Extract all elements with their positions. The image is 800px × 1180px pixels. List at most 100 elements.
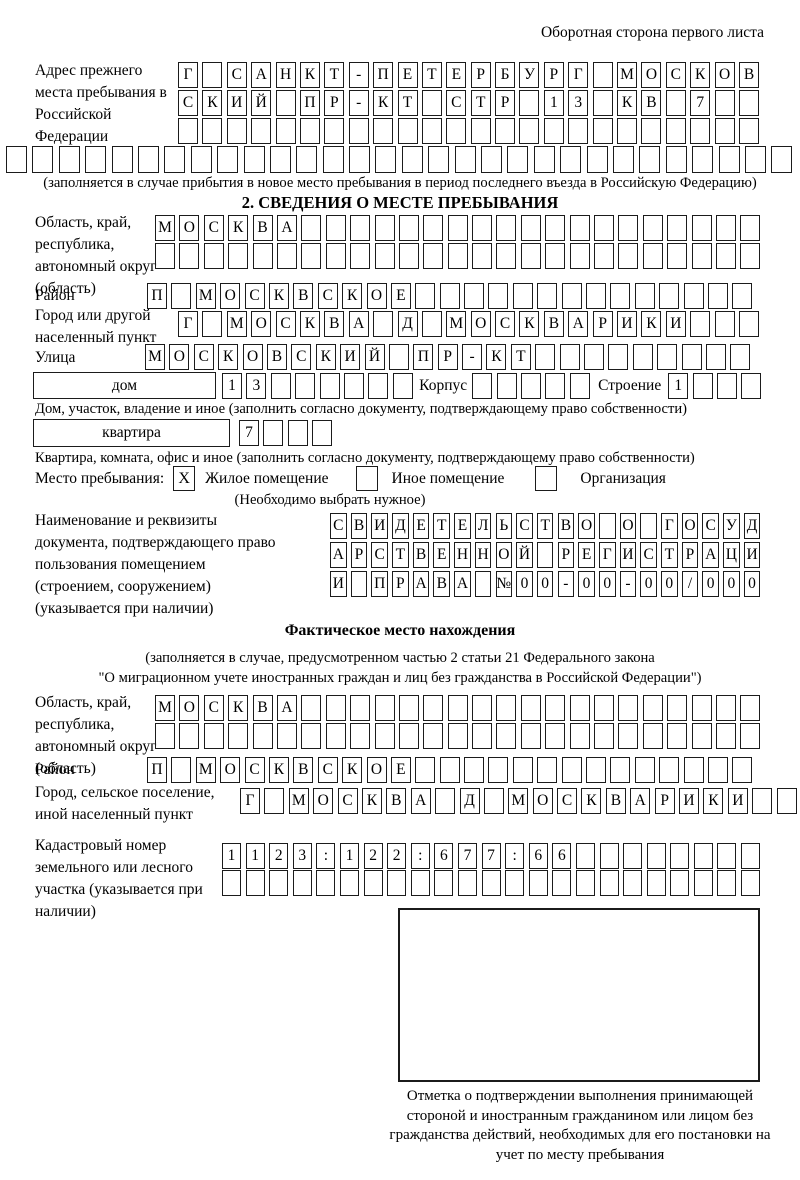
cell[interactable]	[363, 870, 383, 896]
cell[interactable]: П	[147, 283, 167, 309]
cell[interactable]: С	[275, 311, 296, 337]
cell[interactable]	[464, 757, 485, 783]
cell[interactable]	[423, 243, 444, 269]
cell[interactable]: М	[508, 788, 529, 814]
cell[interactable]	[569, 215, 590, 241]
cell[interactable]	[741, 870, 761, 896]
cell[interactable]	[683, 757, 704, 783]
cell[interactable]: С	[244, 757, 265, 783]
cell[interactable]: В	[386, 788, 407, 814]
cell[interactable]: П	[373, 62, 394, 88]
cell[interactable]: С	[446, 90, 467, 116]
cell[interactable]: Р	[543, 62, 564, 88]
cell[interactable]	[717, 372, 737, 399]
cell[interactable]	[632, 344, 653, 370]
cell[interactable]	[292, 870, 312, 896]
cell[interactable]: П	[413, 344, 434, 370]
cell[interactable]: М	[195, 757, 216, 783]
cell[interactable]: Е	[390, 283, 411, 309]
cell[interactable]: К	[218, 344, 239, 370]
oblast-row-2[interactable]	[155, 243, 765, 269]
cell[interactable]: С	[640, 542, 657, 568]
cell[interactable]	[349, 146, 371, 173]
cell[interactable]	[423, 695, 444, 721]
cell[interactable]	[681, 344, 702, 370]
cell[interactable]: В	[324, 311, 345, 337]
cell[interactable]	[670, 843, 690, 869]
cell[interactable]: :	[505, 843, 525, 869]
cell[interactable]: 1	[245, 843, 265, 869]
cell[interactable]: И	[665, 311, 686, 337]
cell[interactable]: Ь	[495, 513, 513, 539]
cell[interactable]	[707, 283, 728, 309]
cell[interactable]	[269, 870, 289, 896]
cell[interactable]: И	[617, 311, 638, 337]
cell[interactable]: В	[433, 571, 451, 597]
cell[interactable]	[623, 870, 643, 896]
cell[interactable]: 0	[702, 571, 719, 597]
cell[interactable]: 7	[690, 90, 711, 116]
cell[interactable]	[545, 243, 566, 269]
cell[interactable]: Г	[178, 62, 198, 88]
cell[interactable]: Г	[568, 62, 589, 88]
cell[interactable]	[295, 372, 316, 399]
cell[interactable]	[350, 723, 371, 749]
cell[interactable]	[243, 146, 265, 173]
cell[interactable]	[190, 146, 212, 173]
cell[interactable]: Р	[654, 788, 675, 814]
cell[interactable]	[512, 283, 533, 309]
cell[interactable]	[717, 870, 737, 896]
cell[interactable]	[226, 118, 247, 144]
cell[interactable]	[519, 90, 540, 116]
cell[interactable]	[670, 870, 690, 896]
cell[interactable]	[350, 571, 368, 597]
cell[interactable]	[58, 146, 80, 173]
cell[interactable]	[612, 146, 634, 173]
cell[interactable]	[435, 788, 456, 814]
cell[interactable]: И	[330, 571, 347, 597]
cell[interactable]	[434, 870, 454, 896]
cell[interactable]	[410, 870, 430, 896]
prev-address-row-3[interactable]	[178, 118, 763, 144]
cell[interactable]	[569, 695, 590, 721]
cell[interactable]	[693, 843, 713, 869]
cell[interactable]: С	[557, 788, 578, 814]
cell[interactable]: Р	[324, 90, 345, 116]
cell[interactable]: И	[226, 90, 247, 116]
cell[interactable]	[325, 695, 346, 721]
cell[interactable]: И	[727, 788, 748, 814]
cell[interactable]: Е	[433, 542, 451, 568]
cell[interactable]: 3	[246, 372, 267, 399]
cell[interactable]: К	[617, 90, 638, 116]
cell[interactable]	[374, 695, 395, 721]
cell[interactable]: Т	[433, 513, 451, 539]
cell[interactable]: Р	[350, 542, 368, 568]
cell[interactable]: С	[371, 542, 388, 568]
cell[interactable]: 1	[222, 372, 242, 399]
cell[interactable]: А	[276, 695, 297, 721]
cell[interactable]	[415, 283, 436, 309]
stroenie-cells[interactable]: 1	[668, 372, 766, 399]
cell[interactable]	[299, 118, 320, 144]
cell[interactable]	[659, 757, 680, 783]
cell[interactable]	[276, 723, 297, 749]
cell[interactable]	[776, 788, 797, 814]
cell[interactable]	[665, 118, 686, 144]
cell[interactable]	[690, 311, 711, 337]
cell[interactable]: Г	[240, 788, 260, 814]
cell[interactable]: Ц	[723, 542, 740, 568]
cell[interactable]	[339, 870, 359, 896]
cell[interactable]	[270, 372, 291, 399]
cell[interactable]: С	[495, 311, 516, 337]
cell[interactable]	[569, 723, 590, 749]
cell[interactable]	[269, 146, 291, 173]
cell[interactable]	[488, 757, 509, 783]
cell[interactable]	[296, 146, 318, 173]
cell[interactable]: И	[619, 542, 637, 568]
cell[interactable]	[533, 146, 555, 173]
cell[interactable]	[657, 344, 678, 370]
